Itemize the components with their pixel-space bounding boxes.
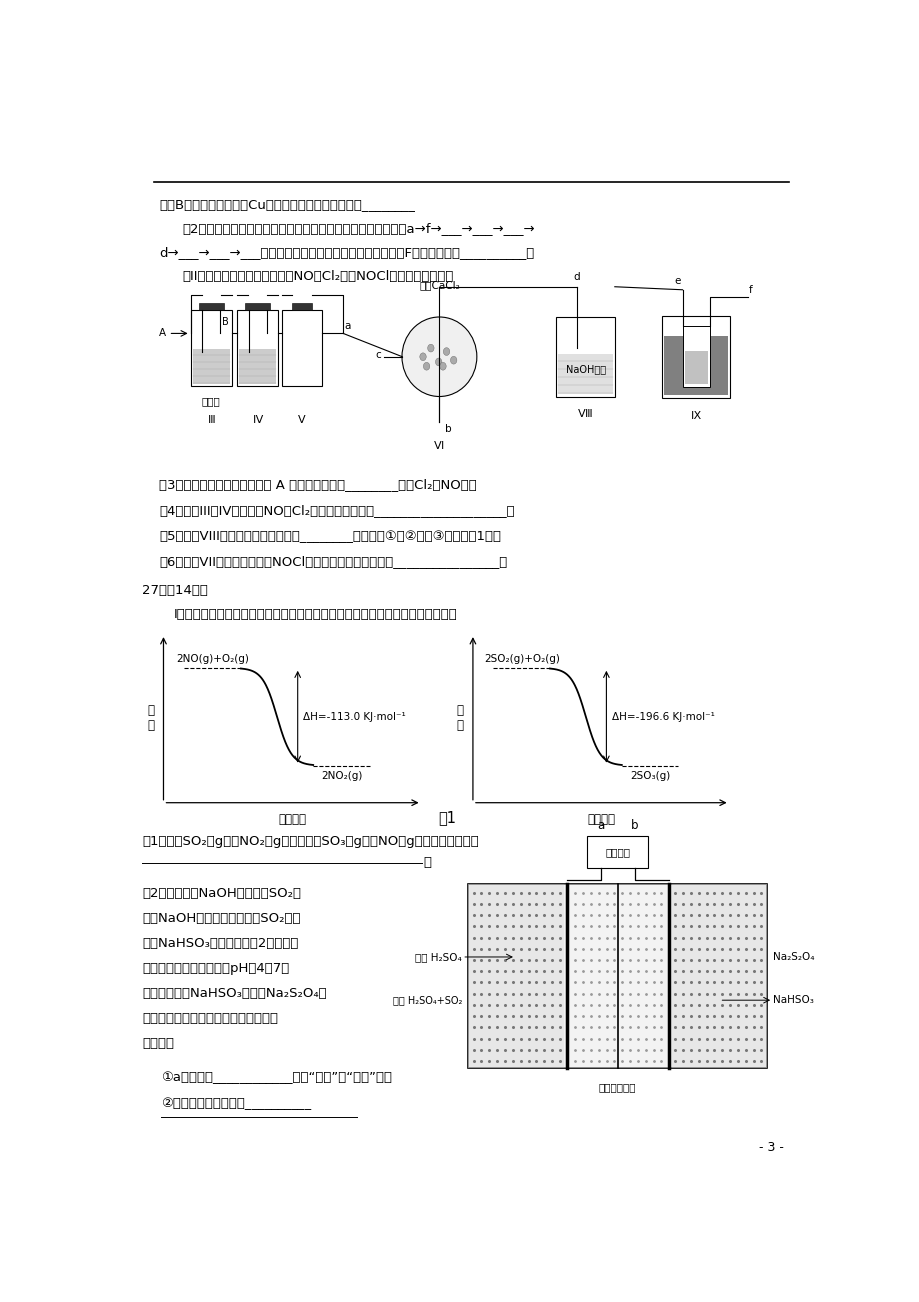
Text: ΔH=-196.6 KJ·mol⁻¹: ΔH=-196.6 KJ·mol⁻¹ (611, 712, 714, 721)
Text: （II）乙组同学利用甲组制得的NO和Cl₂制备NOCl，装置如图所示：: （II）乙组同学利用甲组制得的NO和Cl₂制备NOCl，装置如图所示： (183, 271, 454, 284)
Text: 间电解，可使NaHSO₃转化为Na₂S₂O₄，: 间电解，可使NaHSO₃转化为Na₂S₂O₄， (142, 987, 326, 1000)
Text: b: b (630, 819, 638, 832)
Text: （1）写出SO₂（g）与NO₂（g）反应生成SO₃（g）和NO（g）的热化学方程式: （1）写出SO₂（g）与NO₂（g）反应生成SO₃（g）和NO（g）的热化学方程… (142, 835, 478, 848)
Text: （2）常温下用NaOH溶液吸收SO₂，: （2）常温下用NaOH溶液吸收SO₂， (142, 887, 301, 900)
Text: ①a为电源的____________（填“正极”或“负极”）；: ①a为电源的____________（填“正极”或“负极”）； (161, 1070, 391, 1083)
Bar (586, 836, 647, 868)
Text: （电极均为惰性电极）在pH为4～7之: （电极均为惰性电极）在pH为4～7之 (142, 962, 289, 975)
Text: 浓硫酸: 浓硫酸 (201, 397, 221, 406)
Text: a: a (345, 320, 350, 331)
Text: 置选B，锥形瓶中放的是Cu片，则分液漏斗中的试剂为________: 置选B，锥形瓶中放的是Cu片，则分液漏斗中的试剂为________ (159, 198, 414, 211)
Bar (468, 884, 563, 1068)
Circle shape (423, 362, 429, 370)
Text: 能
量: 能 量 (456, 704, 463, 733)
Text: b: b (445, 424, 451, 434)
Text: Ⅸ: Ⅸ (690, 410, 700, 421)
Text: 较稀 H₂SO₄+SO₂: 较稀 H₂SO₄+SO₂ (392, 995, 461, 1005)
Bar (291, 303, 312, 310)
Text: e: e (674, 276, 680, 286)
Text: 直流电源: 直流电源 (605, 848, 630, 857)
Bar (245, 303, 269, 310)
Bar (558, 354, 612, 395)
Text: （3）为了使气体充分反应，从 A 处进入的气体是________（填Cl₂或NO）。: （3）为了使气体充分反应，从 A 处进入的气体是________（填Cl₂或NO… (159, 478, 476, 491)
Text: （2）欲收集一瓶干燥纯净的氯气，选择装置，其连接顺序为：a→f→___→___→___→: （2）欲收集一瓶干燥纯净的氯气，选择装置，其连接顺序为：a→f→___→___→… (183, 221, 535, 234)
Text: 能
量: 能 量 (147, 704, 154, 733)
Text: 2SO₃(g): 2SO₃(g) (630, 771, 669, 781)
Text: 2SO₂(g)+O₂(g): 2SO₂(g)+O₂(g) (483, 655, 559, 664)
Circle shape (439, 362, 446, 370)
Circle shape (435, 358, 441, 366)
Bar (671, 884, 766, 1068)
Text: Ⅳ: Ⅳ (252, 414, 263, 424)
Bar (682, 327, 709, 387)
Bar (563, 884, 671, 1068)
Bar (664, 336, 727, 396)
Text: 术之一，: 术之一， (142, 1036, 174, 1049)
Text: a: a (596, 819, 604, 832)
Bar (281, 310, 322, 387)
Bar (556, 316, 614, 397)
Text: 阳离子交换膜: 阳离子交换膜 (598, 1082, 636, 1092)
Text: f: f (748, 285, 752, 296)
Text: 。: 。 (423, 855, 430, 868)
Circle shape (427, 344, 434, 352)
Text: 2NO(g)+O₂(g): 2NO(g)+O₂(g) (176, 655, 249, 664)
Text: A: A (159, 328, 166, 339)
Bar (662, 315, 729, 398)
Text: 27．（14分）: 27．（14分） (142, 585, 208, 598)
Bar (192, 349, 230, 384)
Text: B: B (221, 318, 229, 327)
Text: 图1: 图1 (437, 810, 456, 825)
Bar (237, 310, 278, 387)
Text: ②阴极的电极反应式为__________: ②阴极的电极反应式为__________ (161, 1098, 312, 1111)
Text: （4）装置III、IV除可干燥NO、Cl₂外，另一个作用是____________________。: （4）装置III、IV除可干燥NO、Cl₂外，另一个作用是___________… (159, 504, 515, 517)
Text: 反应过程: 反应过程 (586, 812, 615, 825)
Text: ΔH=-113.0 KJ·mol⁻¹: ΔH=-113.0 KJ·mol⁻¹ (302, 712, 405, 721)
Text: I．氮氧化物、二氧化硫是造成大气污染的主要物质，某科研小组进行如下研究。: I．氮氧化物、二氧化硫是造成大气污染的主要物质，某科研小组进行如下研究。 (174, 608, 457, 621)
Ellipse shape (402, 316, 476, 397)
Text: d: d (573, 272, 580, 283)
Bar (684, 352, 707, 384)
Bar (190, 310, 232, 387)
Text: 并获得较浓的硫酸，这是电化学脱硫技: 并获得较浓的硫酸，这是电化学脱硫技 (142, 1012, 278, 1025)
Text: 反应过程: 反应过程 (278, 812, 306, 825)
Text: （5）装置VIII的烧杯中盛放的试剂是________（填编号①水②热水③冰水）（1分）: （5）装置VIII的烧杯中盛放的试剂是________（填编号①水②热水③冰水）… (159, 530, 501, 543)
Text: 2NO₂(g): 2NO₂(g) (321, 771, 362, 781)
Bar (199, 303, 223, 310)
Text: 当向NaOH溶液中通入足量的SO₂时，: 当向NaOH溶液中通入足量的SO₂时， (142, 911, 301, 924)
Circle shape (450, 357, 457, 365)
Bar (468, 884, 766, 1068)
Text: Na₂S₂O₄: Na₂S₂O₄ (772, 952, 813, 962)
Text: Ⅴ: Ⅴ (298, 414, 305, 424)
Text: 无水CaCl₂: 无水CaCl₂ (418, 280, 460, 290)
Text: c: c (375, 350, 380, 361)
Circle shape (419, 353, 425, 361)
Text: NaHSO₃: NaHSO₃ (772, 995, 813, 1005)
Text: 得到NaHSO₃溶液，利用图2所示装置: 得到NaHSO₃溶液，利用图2所示装置 (142, 936, 298, 949)
Bar (239, 349, 276, 384)
Circle shape (443, 348, 449, 355)
Text: d→___→___→___（按气流方向，用小写字母表示），其中F装置的作用为__________。: d→___→___→___（按气流方向，用小写字母表示），其中F装置的作用为__… (159, 246, 534, 259)
Text: Ⅷ: Ⅷ (578, 409, 592, 419)
Text: Ⅵ: Ⅵ (434, 440, 444, 450)
Text: （6）装置VII中吸收尾气时，NOCl发生反应的化学方程式为________________。: （6）装置VII中吸收尾气时，NOCl发生反应的化学方程式为__________… (159, 556, 507, 569)
Text: Ⅲ: Ⅲ (207, 414, 215, 424)
Text: NaOH溶液: NaOH溶液 (565, 363, 605, 374)
Text: - 3 -: - 3 - (757, 1142, 783, 1155)
Text: 较浓 H₂SO₄: 较浓 H₂SO₄ (415, 952, 461, 962)
